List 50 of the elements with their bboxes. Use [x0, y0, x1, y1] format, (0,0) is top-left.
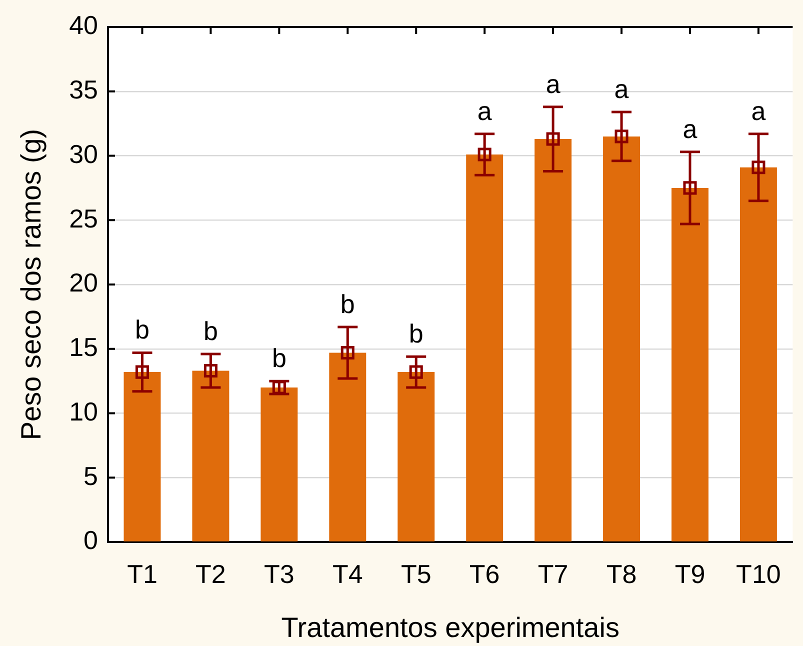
y-tick-label: 25	[69, 203, 98, 234]
point	[752, 160, 766, 174]
bar	[398, 372, 435, 542]
y-tick-label: 0	[84, 525, 98, 556]
annotation: a	[751, 96, 766, 126]
x-tick-label: T6	[469, 558, 500, 589]
x-tick-label: T5	[400, 558, 432, 589]
annotation: a	[614, 74, 630, 104]
annotation: a	[682, 114, 698, 144]
y-tick-label: 20	[69, 268, 98, 298]
x-tick-label: T10	[736, 558, 781, 589]
y-tick-label: 40	[69, 10, 98, 40]
annotation: b	[340, 288, 355, 319]
x-tick-label: T3	[264, 558, 294, 589]
bar	[740, 167, 777, 542]
bar	[603, 136, 640, 542]
x-tick-label: T4	[332, 558, 363, 589]
point	[135, 365, 149, 379]
y-axis-title: Peso seco dos ramos (g)	[16, 128, 47, 440]
annotation: a	[546, 68, 561, 99]
point	[204, 364, 218, 378]
y-tick-label: 35	[69, 74, 98, 105]
annotation: b	[203, 316, 218, 346]
y-tick-label: 10	[69, 396, 98, 426]
annotation: b	[408, 318, 424, 349]
y-tick-label: 5	[84, 460, 98, 491]
x-tick-label: T8	[606, 558, 637, 589]
bar	[124, 372, 161, 542]
point	[683, 181, 697, 195]
bar	[329, 352, 366, 542]
x-tick-label: T7	[538, 558, 568, 589]
y-tick-label: 30	[69, 138, 98, 169]
point	[478, 148, 492, 162]
point	[409, 365, 423, 379]
x-tick-label: T1	[127, 558, 158, 589]
point	[546, 132, 560, 146]
bar	[534, 139, 572, 542]
bar	[466, 154, 504, 542]
point	[340, 346, 354, 360]
x-tick-label: T2	[196, 558, 226, 589]
bar	[672, 188, 708, 542]
bar	[192, 370, 230, 542]
annotation: b	[135, 314, 150, 345]
x-tick-label: T9	[674, 558, 706, 589]
annotation: a	[477, 96, 492, 126]
annotation: b	[272, 343, 286, 374]
point	[614, 130, 628, 144]
bar	[260, 388, 298, 542]
y-tick-label: 15	[69, 332, 98, 362]
x-axis-title: Tratamentos experimentais	[281, 612, 620, 643]
